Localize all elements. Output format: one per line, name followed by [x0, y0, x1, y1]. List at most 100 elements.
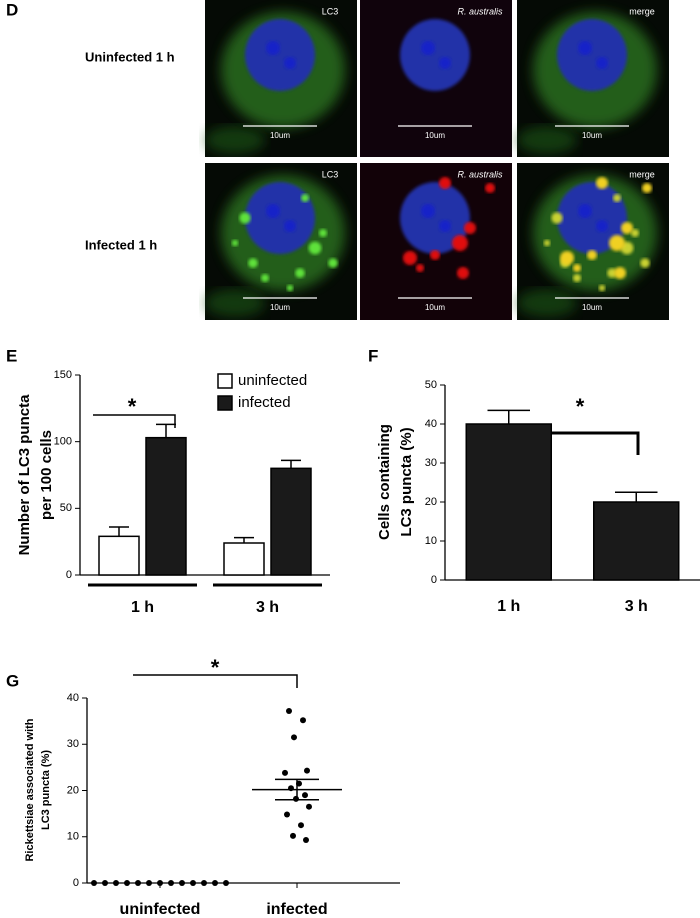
data-point [306, 803, 312, 810]
bacterium [439, 177, 451, 189]
panel-letter: D [6, 0, 18, 19]
x-tick-label: 3 h [625, 598, 648, 615]
y-axis-label: LC3 puncta (%) [40, 750, 52, 830]
micrograph [360, 0, 512, 157]
nucleus [557, 19, 627, 91]
y-tick-label: 10 [67, 831, 79, 843]
x-tick-label: uninfected [120, 901, 201, 918]
legend-swatch [217, 373, 233, 389]
y-tick-label: 40 [67, 692, 79, 704]
bacterium [430, 250, 440, 260]
y-tick-label: 30 [425, 457, 437, 469]
data-point [91, 880, 97, 886]
y-axis-label: LC3 puncta (%) [398, 427, 415, 536]
nucleolus [284, 220, 296, 232]
bacterium [452, 235, 468, 251]
punctum [640, 258, 650, 268]
cytoplasm [517, 289, 577, 317]
punctum [573, 274, 581, 282]
bacterium [560, 251, 574, 265]
data-point [304, 767, 310, 774]
legend-label: infected [238, 394, 291, 411]
bacterium [587, 250, 597, 260]
nucleolus [578, 204, 592, 218]
micrograph [517, 0, 669, 157]
scale-bar-label: 10um [425, 303, 445, 312]
data-point [102, 880, 108, 886]
bacterium [614, 267, 626, 279]
nucleus [400, 182, 470, 254]
panel-letter: F [368, 346, 378, 365]
data-point [290, 832, 296, 839]
punctum [248, 258, 258, 268]
micrograph [517, 163, 669, 320]
micrograph [205, 0, 357, 157]
data-point [282, 769, 288, 776]
bacterium [573, 264, 581, 272]
data-point [223, 880, 229, 886]
scale-bar-label: 10um [270, 131, 290, 140]
nucleolus [596, 57, 608, 69]
channel-label: R. australis [457, 6, 503, 16]
data-point [113, 880, 119, 886]
y-tick-label: 0 [431, 574, 437, 586]
data-point [284, 811, 290, 818]
significance-bracket [515, 431, 640, 455]
cytoplasm [205, 126, 265, 154]
y-tick-label: 100 [54, 436, 72, 448]
y-tick-label: 40 [425, 418, 437, 430]
bacterium [457, 267, 469, 279]
punctum [631, 229, 639, 237]
data-point [179, 880, 185, 886]
data-point [135, 880, 141, 886]
bar [465, 423, 552, 581]
punctum [598, 284, 606, 292]
data-point [157, 880, 163, 886]
bacterium [621, 222, 633, 234]
punctum [543, 239, 551, 247]
data-point [286, 707, 292, 714]
punctum [551, 212, 563, 224]
legend-swatch [217, 395, 233, 411]
bacterium [485, 183, 495, 193]
bacterium [596, 177, 608, 189]
x-tick-label: infected [266, 901, 327, 918]
data-point [168, 880, 174, 886]
data-point [302, 792, 308, 799]
cytoplasm [205, 289, 265, 317]
y-tick-label: 50 [425, 379, 437, 391]
channel-label: LC3 [322, 6, 339, 16]
scale-bar-label: 10um [582, 303, 602, 312]
y-tick-label: 0 [66, 569, 72, 581]
nucleus [245, 182, 315, 254]
data-point [212, 880, 218, 886]
scale-bar-label: 10um [582, 131, 602, 140]
panel-letter: E [6, 346, 17, 365]
significance-label: * [211, 655, 220, 680]
panel-letter: G [6, 671, 19, 690]
y-tick-label: 50 [60, 502, 72, 514]
cytoplasm [517, 126, 577, 154]
punctum [301, 194, 309, 202]
punctum [328, 258, 338, 268]
channel-label: merge [629, 6, 655, 16]
bacterium [642, 183, 652, 193]
y-axis-label: Number of LC3 puncta [16, 394, 33, 555]
data-point [201, 880, 207, 886]
y-tick-label: 0 [73, 877, 79, 889]
y-tick-label: 150 [54, 369, 72, 381]
punctum [613, 194, 621, 202]
nucleolus [266, 41, 280, 55]
y-tick-label: 20 [425, 496, 437, 508]
channel-label: LC3 [322, 169, 339, 179]
significance-bracket [133, 674, 298, 688]
y-axis-label: Cells containing [376, 424, 393, 540]
y-tick-label: 20 [67, 784, 79, 796]
data-point [298, 822, 304, 829]
scale-bar-label: 10um [425, 131, 445, 140]
scale-bar-label: 10um [270, 303, 290, 312]
data-point [303, 836, 309, 843]
y-axis-label: Rickettsiae associated with [24, 718, 36, 861]
x-tick-label: 1 h [131, 599, 154, 616]
